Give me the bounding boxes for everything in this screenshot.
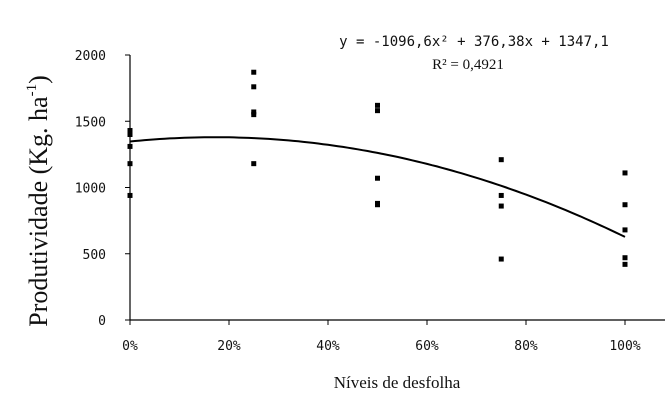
x-tick-label: 100%	[609, 339, 640, 354]
data-point	[127, 192, 133, 198]
data-point	[251, 109, 257, 115]
y-axis-title-main: Produtividade (Kg. ha	[24, 96, 53, 327]
data-point	[622, 202, 628, 208]
data-point	[127, 128, 133, 134]
data-point	[251, 69, 257, 75]
x-tick-label: 60%	[415, 339, 439, 354]
data-point	[375, 175, 380, 181]
trendline-equation: y = -1096,6x² + 376,38x + 1347,1	[339, 34, 609, 50]
x-tick-label: 80%	[514, 339, 538, 354]
data-point	[251, 161, 257, 167]
data-point	[375, 202, 380, 208]
y-tick-label: 1500	[75, 115, 106, 130]
y-tick-label: 500	[83, 248, 106, 263]
data-point	[622, 255, 628, 261]
data-point	[251, 84, 257, 90]
data-point	[498, 203, 504, 209]
y-tick-label: 2000	[75, 49, 106, 64]
y-axis-title-close: )	[24, 75, 53, 84]
data-point	[127, 161, 133, 167]
y-axis-title-superscript: -1	[24, 84, 40, 97]
data-point	[127, 132, 133, 137]
data-point	[375, 102, 380, 108]
y-axis-title: Produtividade (Kg. ha-1)	[24, 75, 53, 327]
data-point	[251, 112, 257, 118]
y-tick-label: 0	[98, 314, 106, 329]
data-point	[622, 227, 628, 233]
data-point	[498, 256, 504, 262]
data-point	[622, 261, 628, 267]
r-squared-label: R² = 0,4921	[432, 57, 504, 73]
y-tick-label: 1000	[75, 182, 106, 197]
data-points	[127, 69, 628, 267]
trendline	[129, 136, 626, 238]
x-tick-label: 0%	[122, 339, 138, 354]
data-point	[498, 157, 504, 163]
data-point	[375, 108, 380, 114]
data-point	[622, 170, 628, 176]
data-point	[498, 192, 504, 198]
y-axis-ticks: 0 500 1000 1500 2000	[75, 49, 130, 329]
x-axis-title: Níveis de desfolha	[334, 373, 461, 392]
x-tick-label: 20%	[217, 339, 241, 354]
data-point	[127, 143, 133, 149]
x-tick-label: 40%	[316, 339, 340, 354]
x-axis-ticks: 0% 20% 40% 60% 80% 100%	[122, 320, 641, 354]
